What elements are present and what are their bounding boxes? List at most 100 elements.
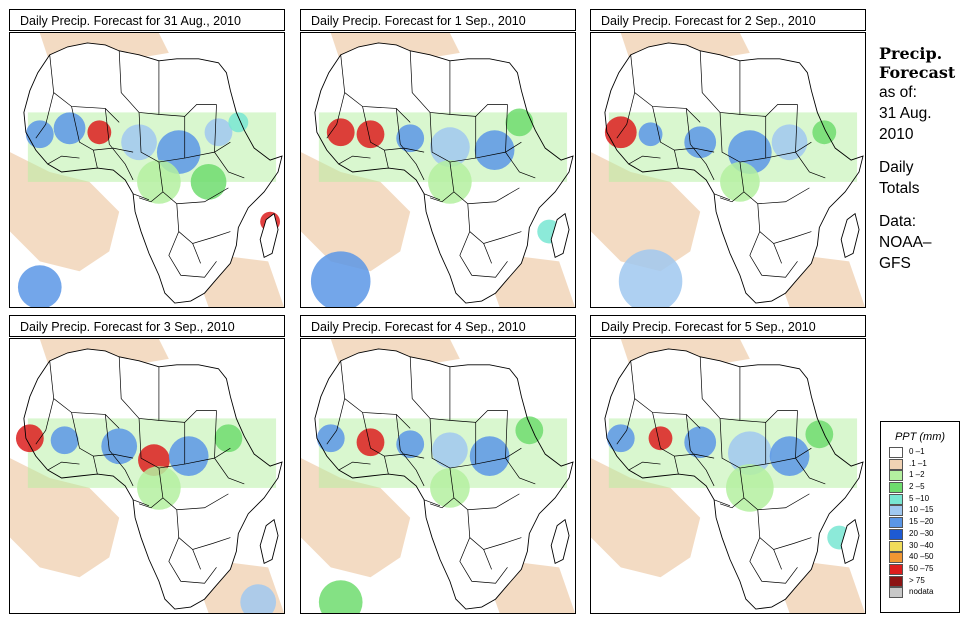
legend-label: nodata	[909, 587, 934, 597]
legend-entry: 5 –10	[881, 493, 959, 506]
rain-blob	[356, 428, 385, 457]
rain-blob	[771, 124, 808, 161]
legend-label: .1 –1	[909, 458, 927, 468]
totals-line1: Daily	[879, 159, 914, 176]
country-border	[138, 418, 231, 469]
country-border	[395, 414, 401, 451]
panel-title: Daily Precip. Forecast for 3 Sep., 2010	[9, 315, 285, 337]
rain-blob	[168, 436, 209, 476]
asof-label: as of:	[879, 84, 917, 101]
country-border	[176, 509, 231, 550]
forecast-panel-6: Daily Precip. Forecast for 5 Sep., 2010	[590, 315, 868, 614]
rain-blob	[396, 430, 425, 459]
country-border	[423, 193, 441, 201]
madagascar-outline	[259, 518, 279, 565]
rain-blob	[515, 416, 544, 445]
africa-map-svg	[591, 339, 865, 613]
rain-blob	[430, 127, 470, 168]
forecast-panel-4: Daily Precip. Forecast for 3 Sep., 2010	[9, 315, 287, 614]
legend-label: 10 –15	[909, 505, 934, 515]
precip-map	[300, 338, 576, 614]
country-border	[459, 537, 508, 584]
rain-blob	[769, 436, 810, 476]
rain-blob	[396, 124, 425, 153]
country-border	[690, 143, 715, 181]
madagascar-outline	[259, 212, 279, 259]
legend-entry: 40 –50	[881, 552, 959, 564]
country-border	[429, 191, 455, 203]
legend-label: 40 –50	[909, 552, 934, 562]
country-border	[505, 104, 536, 179]
legend-entry: 50 –75	[881, 563, 959, 576]
country-border	[214, 104, 245, 179]
africa-map-svg	[10, 339, 284, 613]
legend-label: 0 –1	[909, 447, 925, 456]
country-border	[214, 410, 245, 485]
country-border	[467, 509, 522, 550]
precip-map	[9, 32, 285, 308]
madagascar-outline	[550, 212, 570, 259]
rain-blob	[428, 160, 472, 204]
legend-title: PPT (mm)	[894, 431, 946, 443]
rain-blob	[474, 130, 515, 170]
country-border	[400, 143, 425, 181]
country-border	[616, 92, 636, 139]
country-border	[326, 92, 346, 139]
totals-line2: Totals	[879, 180, 920, 197]
legend-entry: nodata	[881, 587, 959, 599]
country-border	[47, 461, 80, 471]
rain-blob	[121, 124, 157, 161]
side-info: Precip. Forecast as of: 31 Aug. 2010 Dai…	[879, 44, 963, 274]
legend-entry: 1 –2	[881, 470, 959, 482]
data-line1: Data:	[879, 213, 917, 230]
panel-title: Daily Precip. Forecast for 31 Aug., 2010	[9, 9, 285, 31]
country-border	[429, 497, 455, 509]
country-border	[109, 449, 134, 487]
rain-blob	[137, 160, 181, 204]
side-heading-line2: Forecast	[879, 63, 956, 82]
country-border	[93, 456, 98, 475]
country-border	[719, 497, 745, 509]
rain-blob	[684, 126, 717, 159]
country-border	[384, 456, 389, 475]
country-border	[118, 356, 159, 421]
country-border	[400, 449, 425, 487]
country-border	[674, 456, 679, 475]
rain-blob	[204, 118, 233, 147]
africa-outline	[314, 348, 574, 610]
rain-blob	[310, 251, 371, 307]
precip-map	[590, 32, 866, 308]
legend-label: 2 –5	[909, 482, 925, 492]
legend-entry: 15 –20	[881, 517, 959, 529]
country-border	[757, 509, 812, 550]
rain-blob	[15, 424, 44, 453]
panel-title: Daily Precip. Forecast for 1 Sep., 2010	[300, 9, 576, 31]
rain-blob	[101, 428, 138, 465]
country-border	[739, 366, 798, 423]
country-border	[338, 155, 371, 165]
africa-map-svg	[301, 33, 575, 307]
rain-blob	[726, 464, 774, 512]
country-border	[467, 203, 522, 244]
legend-swatch	[889, 528, 903, 540]
precip-map	[590, 338, 866, 614]
country-border	[449, 366, 508, 423]
rain-blob	[638, 122, 663, 147]
country-border	[429, 418, 522, 469]
rain-blob	[356, 120, 385, 149]
legend-swatch	[889, 493, 903, 505]
africa-outline	[23, 348, 283, 610]
country-border	[168, 537, 217, 584]
legend-entry: 10 –15	[881, 505, 959, 517]
panel-title: Daily Precip. Forecast for 4 Sep., 2010	[300, 315, 576, 337]
country-border	[690, 449, 715, 487]
country-border	[362, 412, 425, 459]
country-border	[652, 106, 715, 153]
legend-entry: > 75	[881, 575, 959, 588]
side-heading-line1: Precip.	[879, 44, 943, 63]
madagascar-outline	[840, 518, 860, 565]
rain-blob	[137, 466, 181, 510]
rain-blob	[805, 420, 834, 449]
country-border	[395, 108, 401, 145]
legend-entry: .1 –1	[881, 458, 959, 471]
